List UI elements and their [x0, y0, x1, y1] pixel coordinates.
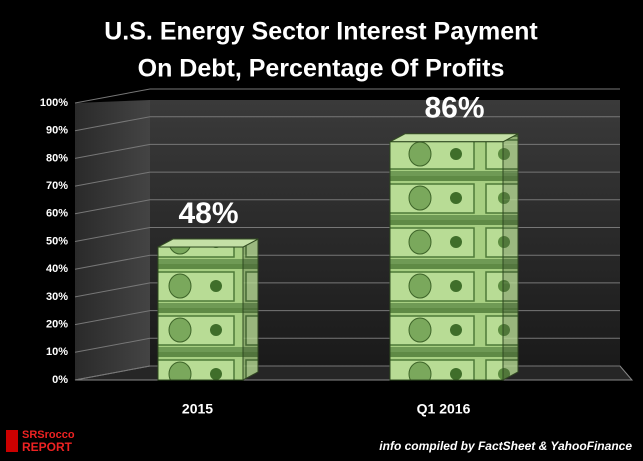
bar-side — [502, 132, 519, 381]
y-tick-label: 100% — [40, 97, 68, 109]
chart-title: On Debt, Percentage Of Profits — [138, 55, 505, 83]
bar — [389, 141, 504, 381]
bar-top — [389, 133, 519, 143]
bar-top — [157, 238, 259, 248]
y-tick-label: 0% — [52, 374, 68, 386]
y-tick-label: 20% — [46, 319, 68, 331]
logo: REPORT — [22, 440, 73, 454]
x-tick-label: 2015 — [182, 401, 213, 417]
y-tick-label: 80% — [46, 152, 68, 164]
grid-line — [74, 88, 620, 104]
logo-icon — [6, 430, 18, 452]
y-tick-label: 60% — [46, 208, 68, 220]
chart-title: U.S. Energy Sector Interest Payment — [104, 18, 538, 46]
y-tick-label: 30% — [46, 291, 68, 303]
y-tick-label: 40% — [46, 263, 68, 275]
side-wall — [75, 100, 150, 380]
y-tick-label: 70% — [46, 180, 68, 192]
x-tick-label: Q1 2016 — [417, 401, 471, 417]
y-tick-label: 90% — [46, 125, 68, 137]
logo: SRSrocco — [22, 429, 75, 441]
bar-side — [242, 238, 259, 381]
grid-line — [74, 116, 620, 132]
y-tick-label: 50% — [46, 235, 68, 247]
value-label: 48% — [178, 197, 238, 230]
value-label: 86% — [424, 92, 484, 125]
bar — [157, 246, 244, 381]
y-tick-label: 10% — [46, 346, 68, 358]
source-note: info compiled by FactSheet & YahooFinanc… — [379, 439, 632, 453]
